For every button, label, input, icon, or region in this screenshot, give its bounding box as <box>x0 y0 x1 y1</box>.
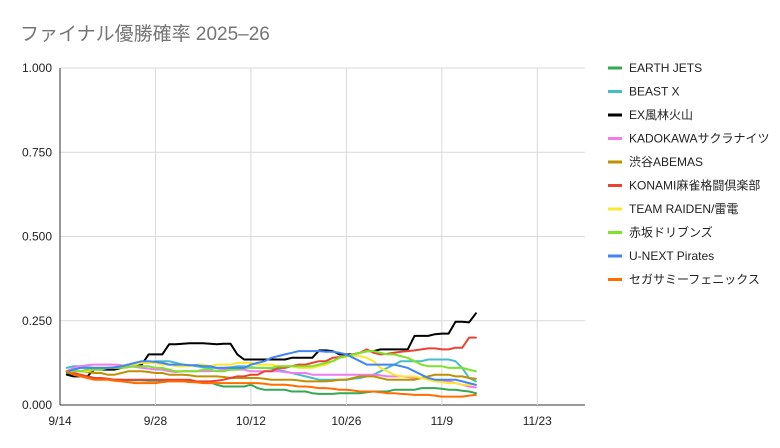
axis-layer: 0.000 0.250 0.500 0.750 1.000 9/14 9/28 10/12 10… <box>22 61 552 428</box>
legend-label: U-NEXT Pirates <box>629 249 714 263</box>
x-tick-label: 9/14 <box>48 414 72 428</box>
legend: EARTH JETS BEAST X EX風林火山 KADOKAWAサクラナイツ渋谷A… <box>608 61 769 287</box>
y-tick-label: 0.000 <box>22 398 52 412</box>
legend-label: 赤坂ドリブンズ <box>629 225 713 240</box>
legend-label: セガサミーフェニックス <box>629 273 760 287</box>
x-tick-label: 11/23 <box>523 414 552 428</box>
y-tick-label: 0.250 <box>22 314 52 328</box>
series-line-8 <box>65 350 477 386</box>
series-line-9 <box>65 370 477 398</box>
legend-label: KADOKAWAサクラナイツ <box>629 132 769 146</box>
x-tick-label: 10/12 <box>236 414 266 428</box>
legend-label: KONAMI麻雀格闘倶楽部 <box>629 178 760 193</box>
y-tick-label: 1.000 <box>22 61 52 75</box>
legend-label: TEAM RAIDEN/雷電 <box>629 202 738 216</box>
legend-label: 渋谷ABEMAS <box>629 155 703 169</box>
x-tick-label: 11/9 <box>431 414 454 428</box>
series-layer <box>65 312 477 398</box>
legend-label: EARTH JETS <box>629 61 702 75</box>
x-tick-label: 10/26 <box>331 414 361 428</box>
series-line-5 <box>65 336 477 383</box>
series-line-7 <box>65 350 477 373</box>
grid-layer <box>59 67 585 406</box>
series-line-6 <box>65 355 477 386</box>
y-tick-label: 0.500 <box>22 230 52 244</box>
y-tick-label: 0.750 <box>22 145 52 159</box>
series-line-4 <box>65 370 477 383</box>
legend-label: EX風林火山 <box>629 108 693 122</box>
x-tick-label: 9/28 <box>144 414 168 428</box>
legend-label: BEAST X <box>629 85 679 99</box>
chart-title: ファイナル優勝確率 2025–26 <box>20 23 270 45</box>
